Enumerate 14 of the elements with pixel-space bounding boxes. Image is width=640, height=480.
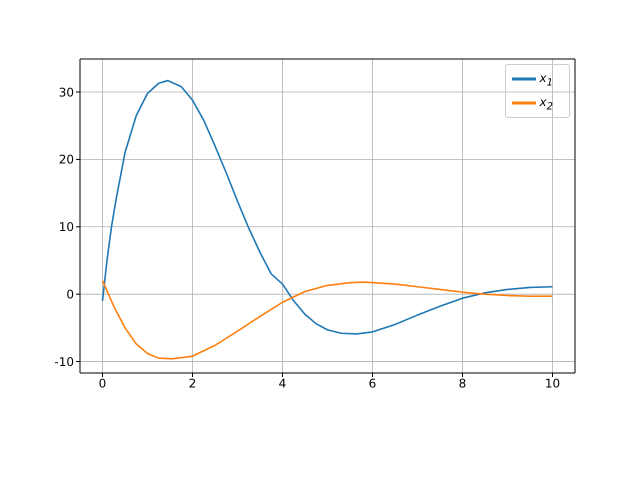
x-tick-label: 4 <box>278 376 286 391</box>
line-series <box>102 280 554 360</box>
x-tick-label: 6 <box>368 376 376 391</box>
y-tick-label: 0 <box>66 287 74 302</box>
y-tick-label: 30 <box>58 85 74 100</box>
x-tick-label: 10 <box>544 376 560 391</box>
legend-label: x$_{2}$ <box>540 95 553 113</box>
legend-label: x$_{1}$ <box>540 71 553 89</box>
x-tick-label: 2 <box>188 376 196 391</box>
x-tick-label: 8 <box>458 376 466 391</box>
y-tick-label: 20 <box>58 152 74 167</box>
y-tick-label: 10 <box>58 220 74 234</box>
y-tick-label: -10 <box>54 354 74 369</box>
x-tick-label: 0 <box>98 376 106 391</box>
